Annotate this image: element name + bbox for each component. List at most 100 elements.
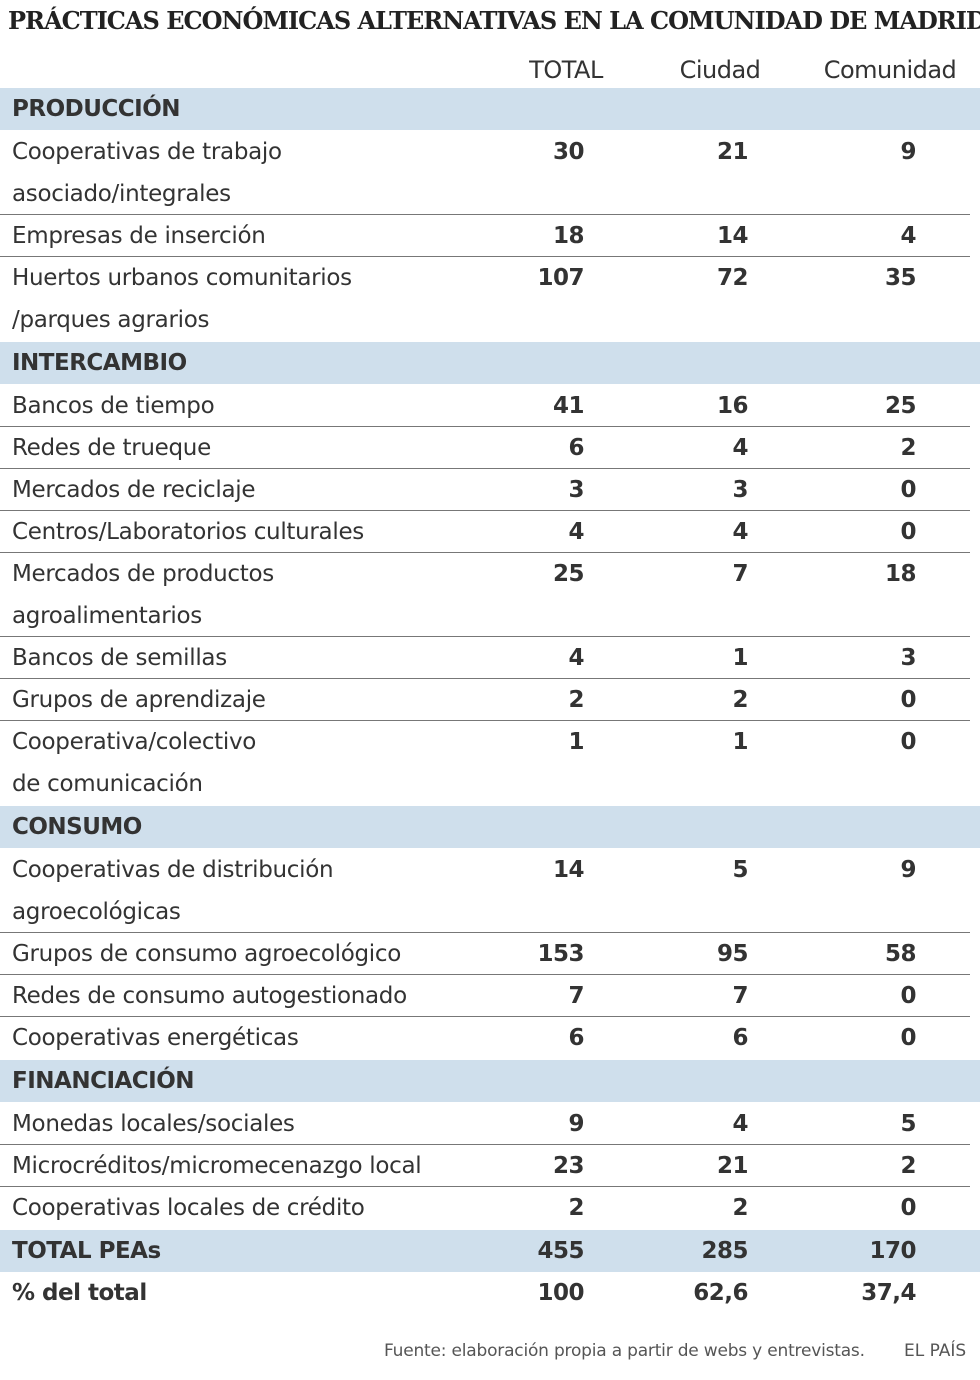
table-row: Cooperativas de distribución agroecológic… <box>0 849 980 933</box>
cell-total: 1 <box>568 729 584 755</box>
table-row: Centros/Laboratorios culturales 4 4 0 <box>0 511 980 553</box>
row-label: Mercados de reciclaje <box>12 477 256 503</box>
row-label: Monedas locales/sociales <box>12 1111 295 1137</box>
cell-ciudad: 3 <box>732 477 748 503</box>
cell-total: 4 <box>568 645 584 671</box>
cell-total: 14 <box>552 857 585 883</box>
cell-comunidad: 0 <box>900 983 916 1009</box>
cell-ciudad: 5 <box>732 857 748 883</box>
table-row: Empresas de inserción 18 14 4 <box>0 215 980 257</box>
cell-total: 18 <box>552 223 585 249</box>
cell-ciudad: 2 <box>732 687 748 713</box>
row-divider <box>0 720 970 721</box>
cell-comunidad: 9 <box>900 139 916 165</box>
cell-comunidad: 0 <box>900 687 916 713</box>
row-label: Bancos de tiempo <box>12 393 215 419</box>
percent-label: % del total <box>12 1280 147 1306</box>
table-row: Bancos de tiempo 41 16 25 <box>0 385 980 427</box>
cell-comunidad: 35 <box>884 265 917 291</box>
cell-total: 2 <box>568 687 584 713</box>
cell-comunidad: 0 <box>900 1025 916 1051</box>
row-label: de comunicación <box>12 771 203 797</box>
cell-ciudad: 4 <box>732 519 748 545</box>
row-divider <box>0 974 970 975</box>
row-label: asociado/integrales <box>12 181 231 207</box>
table-row: Grupos de consumo agroecológico 153 95 58 <box>0 933 980 975</box>
cell-total: 30 <box>552 139 585 165</box>
table-row: Redes de consumo autogestionado 7 7 0 <box>0 975 980 1017</box>
cell-comunidad: 0 <box>900 1195 916 1221</box>
cell-ciudad: 21 <box>716 1153 749 1179</box>
column-header-total: TOTAL <box>529 56 603 84</box>
cell-comunidad: 58 <box>884 941 917 967</box>
totals-comunidad: 170 <box>869 1238 916 1264</box>
cell-total: 6 <box>568 435 584 461</box>
cell-total: 4 <box>568 519 584 545</box>
cell-total: 153 <box>537 941 584 967</box>
cell-ciudad: 2 <box>732 1195 748 1221</box>
row-divider <box>0 636 970 637</box>
row-divider <box>0 1186 970 1187</box>
cell-ciudad: 1 <box>732 645 748 671</box>
cell-total: 25 <box>552 561 585 587</box>
row-label: Cooperativas de distribución <box>12 857 334 883</box>
row-label: /parques agrarios <box>12 307 210 333</box>
table-row: Cooperativas de trabajo asociado/integral… <box>0 131 980 215</box>
row-divider <box>0 468 970 469</box>
cell-comunidad: 5 <box>900 1111 916 1137</box>
cell-total: 3 <box>568 477 584 503</box>
cell-ciudad: 7 <box>732 983 748 1009</box>
cell-ciudad: 6 <box>732 1025 748 1051</box>
percent-comunidad: 37,4 <box>861 1280 916 1306</box>
cell-ciudad: 1 <box>732 729 748 755</box>
table-row: Grupos de aprendizaje 2 2 0 <box>0 679 980 721</box>
table-row: Microcréditos/micromecenazgo local 23 21 2 <box>0 1145 980 1187</box>
cell-comunidad: 2 <box>900 435 916 461</box>
table-row: Monedas locales/sociales 9 4 5 <box>0 1103 980 1145</box>
section-title: INTERCAMBIO <box>12 350 187 376</box>
row-divider <box>0 1144 970 1145</box>
row-label: agroalimentarios <box>12 603 202 629</box>
section-header: CONSUMO <box>0 806 980 848</box>
row-label: Cooperativas energéticas <box>12 1025 299 1051</box>
row-label: Cooperativas locales de crédito <box>12 1195 365 1221</box>
row-divider <box>0 932 970 933</box>
row-label: Cooperativas de trabajo <box>12 139 282 165</box>
cell-total: 41 <box>552 393 585 419</box>
totals-total: 455 <box>537 1238 584 1264</box>
cell-comunidad: 4 <box>900 223 916 249</box>
totals-row: TOTAL PEAs 455 285 170 <box>0 1230 980 1272</box>
cell-total: 7 <box>568 983 584 1009</box>
cell-comunidad: 0 <box>900 477 916 503</box>
row-label: Centros/Laboratorios culturales <box>12 519 364 545</box>
section-title: CONSUMO <box>12 814 142 840</box>
row-label: agroecológicas <box>12 899 181 925</box>
table-row: Redes de trueque 6 4 2 <box>0 427 980 469</box>
row-label: Microcréditos/micromecenazgo local <box>12 1153 422 1179</box>
row-divider <box>0 510 970 511</box>
chart-title: PRÁCTICAS ECONÓMICAS ALTERNATIVAS EN LA … <box>8 6 980 35</box>
row-label: Redes de trueque <box>12 435 211 461</box>
percent-ciudad: 62,6 <box>693 1280 748 1306</box>
table-row: Mercados de productos agroalimentarios 25 7… <box>0 553 980 637</box>
section-title: FINANCIACIÓN <box>12 1068 195 1094</box>
column-header-ciudad: Ciudad <box>679 56 761 84</box>
table-row: Mercados de reciclaje 3 3 0 <box>0 469 980 511</box>
table-row: Cooperativa/colectivo de comunicación 1 1 0 <box>0 721 980 805</box>
cell-total: 107 <box>537 265 584 291</box>
cell-ciudad: 72 <box>716 265 749 291</box>
cell-total: 23 <box>552 1153 585 1179</box>
cell-total: 6 <box>568 1025 584 1051</box>
cell-comunidad: 25 <box>884 393 917 419</box>
row-label: Grupos de consumo agroecológico <box>12 941 401 967</box>
row-divider <box>0 552 970 553</box>
cell-comunidad: 3 <box>900 645 916 671</box>
row-divider <box>0 256 970 257</box>
table-row: Bancos de semillas 4 1 3 <box>0 637 980 679</box>
cell-comunidad: 0 <box>900 729 916 755</box>
row-divider <box>0 678 970 679</box>
cell-comunidad: 0 <box>900 519 916 545</box>
table-row: Huertos urbanos comunitarios/parques agr… <box>0 257 980 341</box>
row-divider <box>0 1016 970 1017</box>
